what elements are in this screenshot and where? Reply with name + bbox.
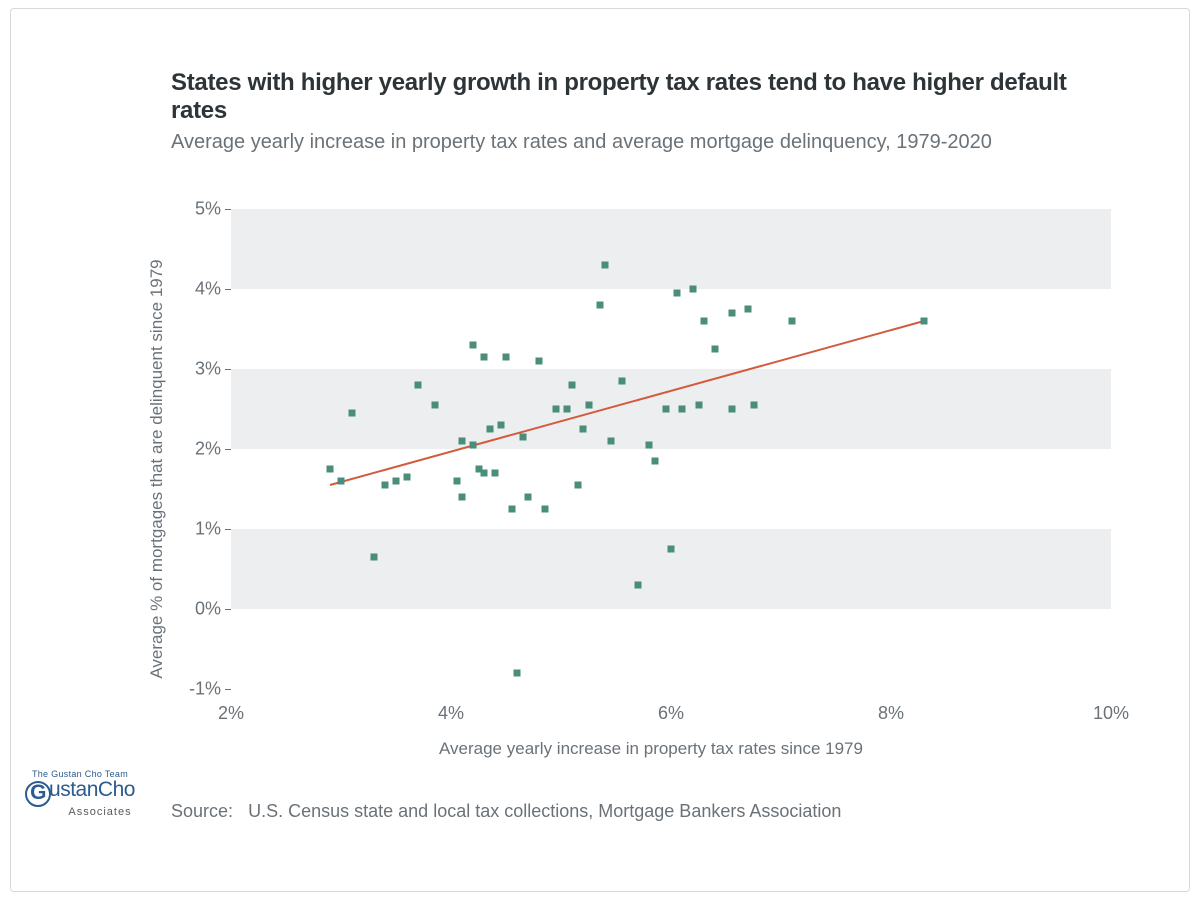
data-point — [459, 438, 466, 445]
header-block: States with higher yearly growth in prop… — [171, 69, 1091, 154]
data-point — [701, 318, 708, 325]
logo-g-icon: G — [25, 781, 51, 807]
y-tick-label: 0% — [195, 599, 221, 620]
data-point — [431, 402, 438, 409]
chart-area: Average % of mortgages that are delinque… — [171, 209, 1131, 729]
data-point — [602, 262, 609, 269]
data-point — [536, 358, 543, 365]
data-point — [453, 478, 460, 485]
data-point — [789, 318, 796, 325]
data-point — [552, 406, 559, 413]
x-tick-label: 8% — [878, 703, 904, 724]
data-point — [338, 478, 345, 485]
data-point — [349, 410, 356, 417]
data-point — [382, 482, 389, 489]
source-text: U.S. Census state and local tax collecti… — [248, 801, 841, 821]
data-point — [750, 402, 757, 409]
chart-subtitle: Average yearly increase in property tax … — [171, 131, 1091, 154]
data-point — [486, 426, 493, 433]
data-point — [327, 466, 334, 473]
y-axis-label: Average % of mortgages that are delinque… — [147, 259, 167, 678]
data-point — [635, 582, 642, 589]
data-point — [541, 506, 548, 513]
chart-title: States with higher yearly growth in prop… — [171, 69, 1091, 125]
data-point — [580, 426, 587, 433]
data-point — [497, 422, 504, 429]
data-point — [662, 406, 669, 413]
brand-logo: The Gustan Cho Team GustanCho Associates — [10, 770, 150, 819]
data-point — [690, 286, 697, 293]
data-point — [673, 290, 680, 297]
y-tick-mark — [225, 529, 231, 530]
data-point — [596, 302, 603, 309]
y-tick-label: 3% — [195, 359, 221, 380]
data-point — [519, 434, 526, 441]
data-point — [470, 442, 477, 449]
x-tick-label: 2% — [218, 703, 244, 724]
y-tick-mark — [225, 289, 231, 290]
data-point — [618, 378, 625, 385]
data-point — [728, 310, 735, 317]
data-point — [393, 478, 400, 485]
y-tick-mark — [225, 449, 231, 450]
logo-line3: Associates — [50, 807, 150, 819]
data-point — [481, 354, 488, 361]
trendline — [231, 209, 1111, 689]
data-point — [492, 470, 499, 477]
data-point — [415, 382, 422, 389]
x-tick-label: 6% — [658, 703, 684, 724]
data-point — [728, 406, 735, 413]
y-tick-label: 5% — [195, 199, 221, 220]
data-point — [712, 346, 719, 353]
y-tick-mark — [225, 369, 231, 370]
y-tick-label: 1% — [195, 519, 221, 540]
data-point — [651, 458, 658, 465]
data-point — [481, 470, 488, 477]
data-point — [607, 438, 614, 445]
source-line: Source: U.S. Census state and local tax … — [171, 801, 1131, 822]
y-tick-label: 2% — [195, 439, 221, 460]
data-point — [459, 494, 466, 501]
y-tick-mark — [225, 609, 231, 610]
data-point — [585, 402, 592, 409]
logo-line2: GustanCho — [10, 779, 150, 807]
data-point — [371, 554, 378, 561]
data-point — [745, 306, 752, 313]
data-point — [569, 382, 576, 389]
data-point — [668, 546, 675, 553]
x-tick-label: 10% — [1093, 703, 1129, 724]
data-point — [695, 402, 702, 409]
y-tick-mark — [225, 689, 231, 690]
data-point — [563, 406, 570, 413]
x-axis-label: Average yearly increase in property tax … — [171, 739, 1131, 759]
data-point — [646, 442, 653, 449]
y-tick-mark — [225, 209, 231, 210]
data-point — [514, 670, 521, 677]
plot-region: -1%0%1%2%3%4%5%2%4%6%8%10% — [231, 209, 1111, 689]
y-tick-label: 4% — [195, 279, 221, 300]
data-point — [404, 474, 411, 481]
data-point — [574, 482, 581, 489]
x-tick-label: 4% — [438, 703, 464, 724]
y-tick-label: -1% — [189, 679, 221, 700]
source-label: Source: — [171, 801, 233, 821]
data-point — [508, 506, 515, 513]
data-point — [679, 406, 686, 413]
data-point — [503, 354, 510, 361]
data-point — [525, 494, 532, 501]
data-point — [470, 342, 477, 349]
data-point — [921, 318, 928, 325]
chart-card: States with higher yearly growth in prop… — [10, 8, 1190, 892]
